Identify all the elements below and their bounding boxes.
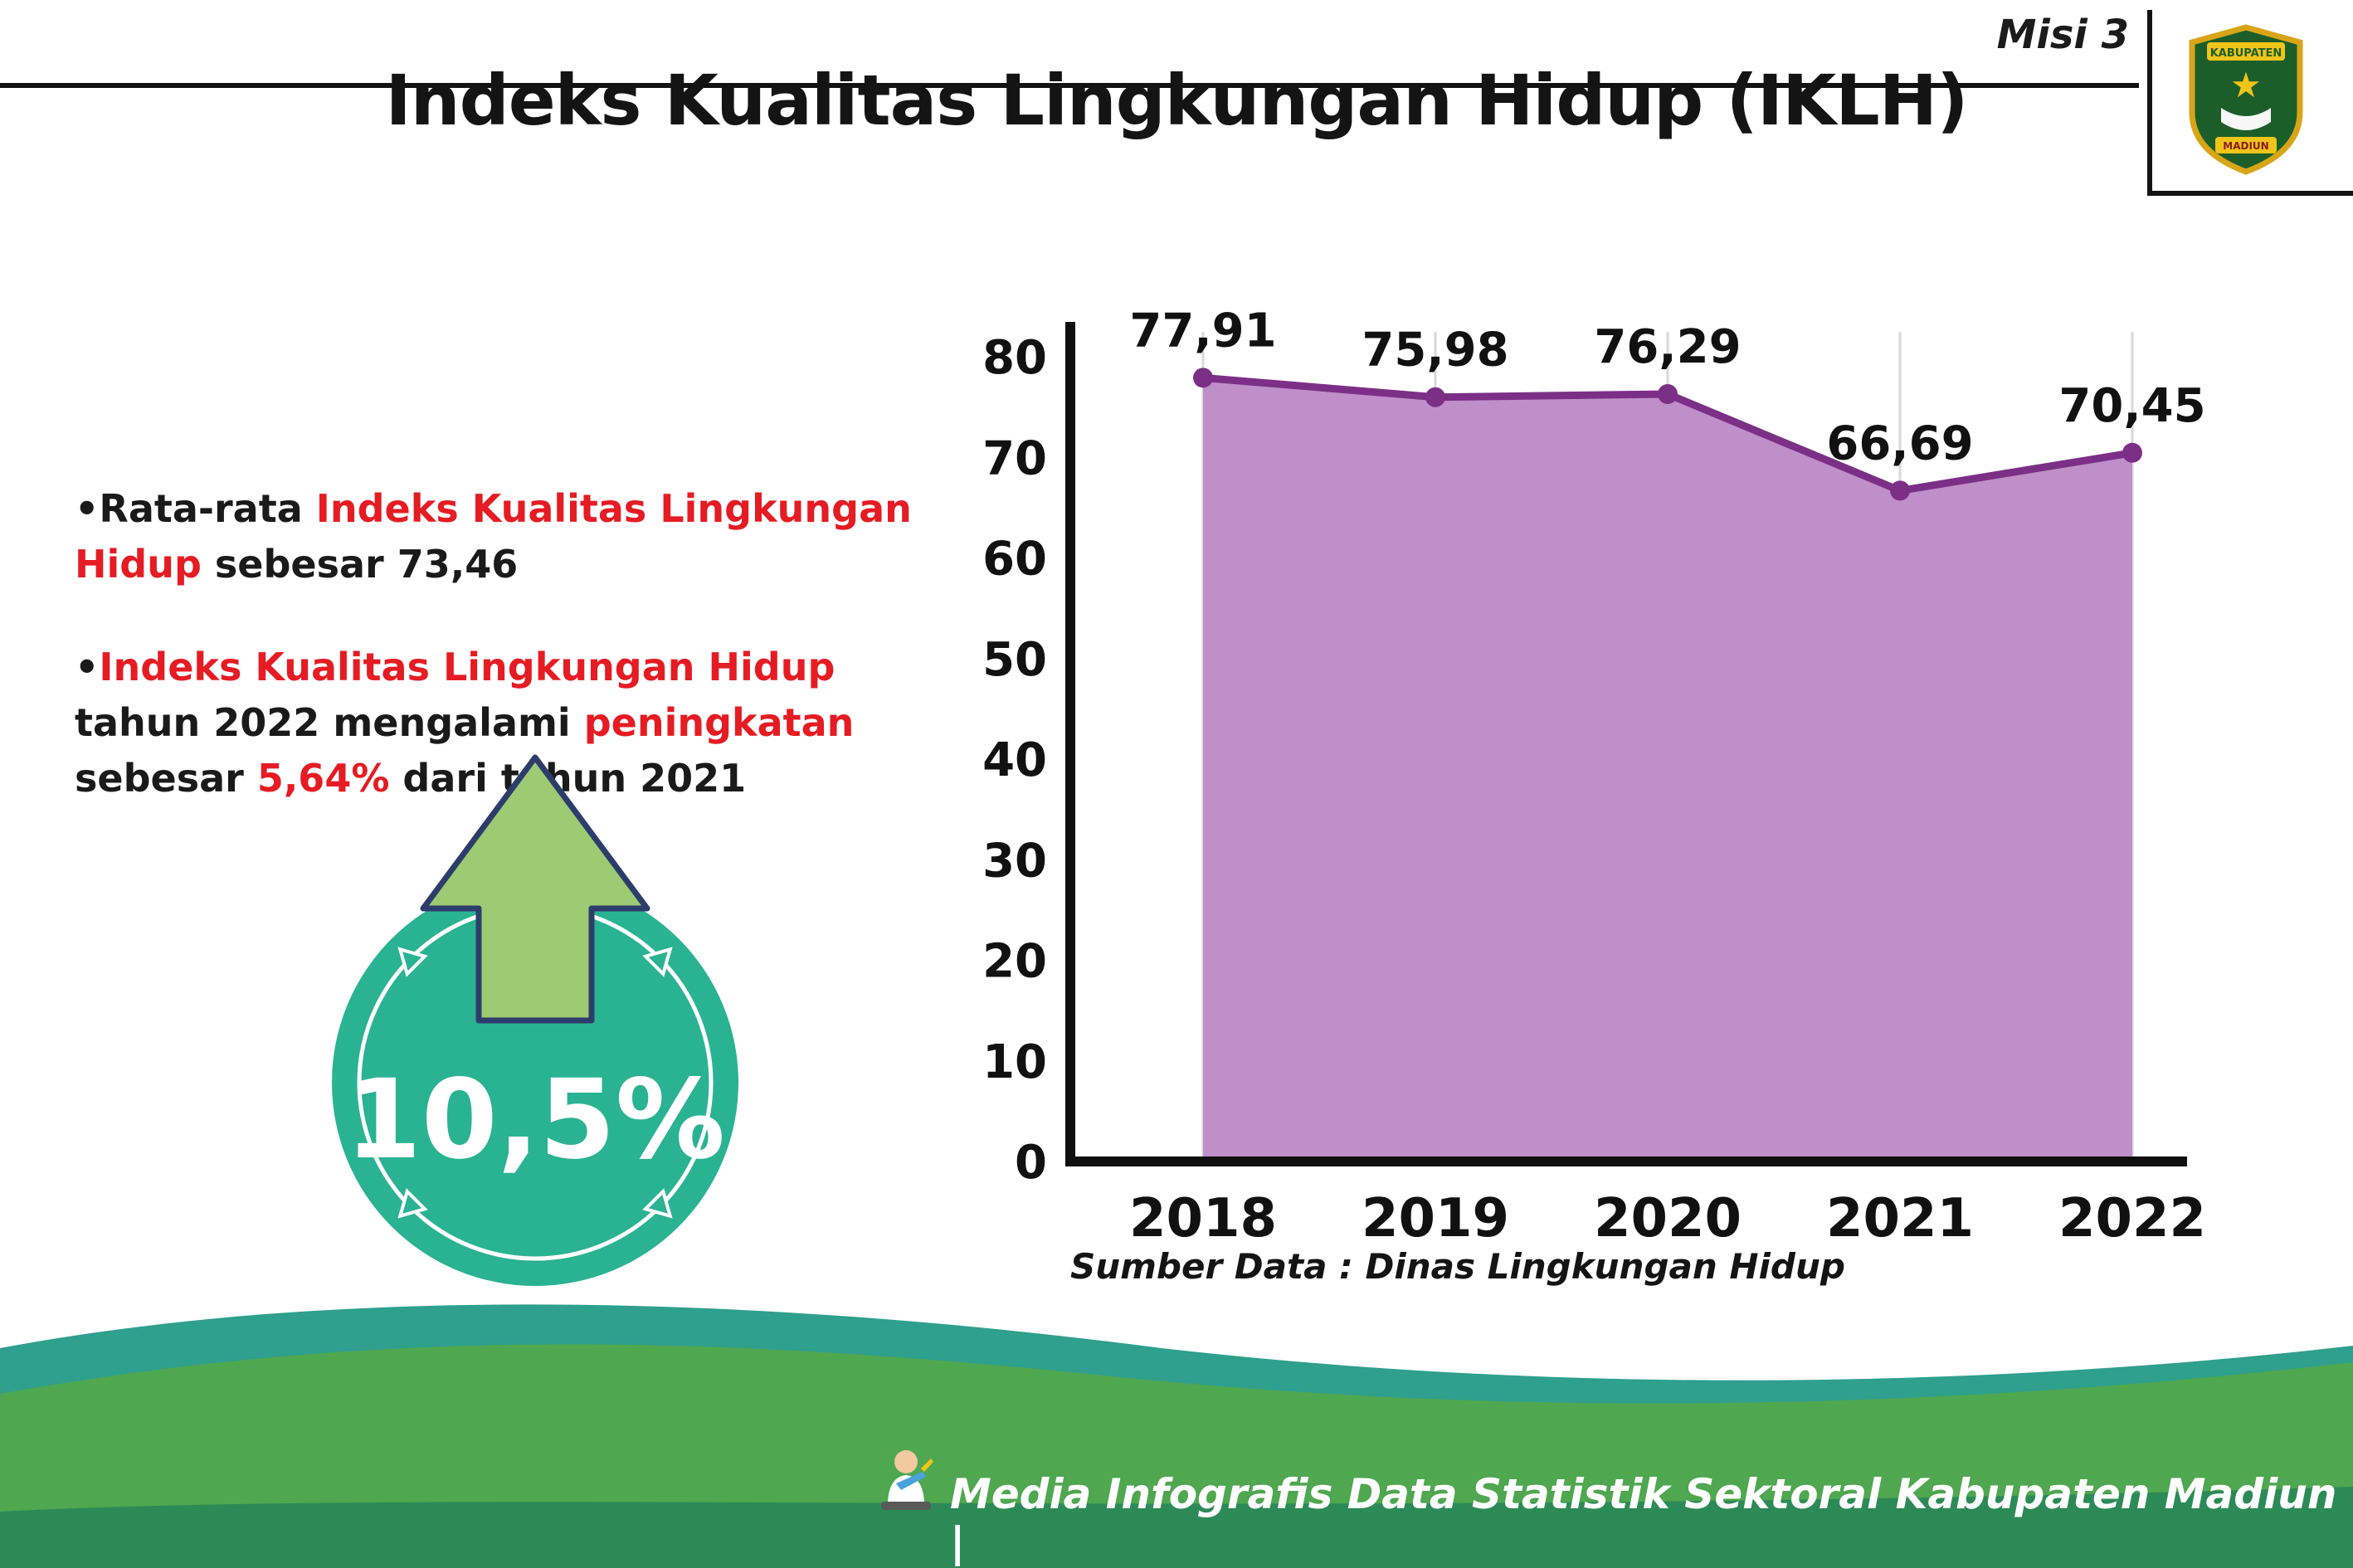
misi-label: Misi 3 bbox=[1996, 12, 2129, 58]
svg-text:MADIUN: MADIUN bbox=[2223, 140, 2268, 152]
bullet-marker: • bbox=[75, 486, 100, 531]
ring-tick-icon bbox=[397, 947, 428, 977]
page-title: Indeks Kualitas Lingkungan Hidup (IKLH) bbox=[385, 60, 1969, 141]
logo-frame-horizontal bbox=[2147, 191, 2353, 196]
bullet-marker: • bbox=[75, 645, 100, 690]
header-divider bbox=[0, 83, 2139, 88]
ring-tick-icon bbox=[642, 1188, 673, 1219]
svg-text:80: 80 bbox=[982, 331, 1047, 385]
svg-text:2021: 2021 bbox=[1826, 1188, 1974, 1249]
svg-text:60: 60 bbox=[982, 533, 1047, 587]
logo-frame-vertical bbox=[2147, 10, 2152, 196]
bullet2-red3: 5,64% bbox=[256, 755, 390, 801]
bullet1-red-text: Indeks Kualitas Lingkungan Hidup bbox=[75, 486, 912, 587]
svg-text:50: 50 bbox=[982, 633, 1047, 687]
wave-dark-band bbox=[0, 1487, 2353, 1568]
mascot-icon bbox=[881, 1450, 933, 1510]
up-arrow-icon bbox=[420, 754, 650, 1024]
source-note: Sumber Data : Dinas Lingkungan Hidup bbox=[1070, 1246, 1845, 1287]
increase-badge: 10,5% bbox=[303, 743, 767, 1307]
svg-text:66,69: 66,69 bbox=[1826, 416, 1973, 470]
svg-text:40: 40 bbox=[982, 733, 1047, 787]
bullet2-t1: tahun 2022 mengalami bbox=[75, 700, 584, 746]
bullet2-red1: Indeks Kualitas Lingkungan Hidup bbox=[99, 645, 835, 690]
bullet-increase-2022: •Indeks Kualitas Lingkungan Hidup tahun … bbox=[75, 640, 929, 806]
svg-text:75,98: 75,98 bbox=[1362, 324, 1508, 377]
svg-text:★: ★ bbox=[2230, 65, 2262, 105]
summary-bullets: •Rata-rata Indeks Kualitas Lingkungan Hi… bbox=[75, 481, 929, 806]
bullet-average-iklh: •Rata-rata Indeks Kualitas Lingkungan Hi… bbox=[75, 481, 929, 592]
iklh-area-chart: 0 10 20 30 40 50 60 70 80 2018 2019 2020 2021 2022 77,… bbox=[929, 282, 2273, 1286]
svg-text:2022: 2022 bbox=[2058, 1188, 2206, 1249]
ring-tick-icon bbox=[397, 1188, 428, 1219]
svg-text:77,91: 77,91 bbox=[1129, 304, 1276, 358]
svg-text:10: 10 bbox=[982, 1035, 1047, 1089]
footer-waves bbox=[0, 1304, 2353, 1568]
svg-text:70,45: 70,45 bbox=[2058, 379, 2205, 433]
bullet1-text-post: sebesar 73,46 bbox=[201, 541, 519, 587]
svg-text:0: 0 bbox=[1015, 1136, 1047, 1190]
svg-text:76,29: 76,29 bbox=[1594, 320, 1741, 374]
ring-tick-icon bbox=[642, 947, 673, 977]
bullet1-text: Rata-rata bbox=[99, 486, 316, 531]
bullet2-t3: dari tahun 2021 bbox=[389, 755, 747, 801]
kabupaten-madiun-logo: KABUPATEN ★ MADIUN bbox=[2167, 17, 2325, 183]
svg-text:2018: 2018 bbox=[1129, 1188, 1277, 1249]
svg-text:2019: 2019 bbox=[1362, 1188, 1509, 1249]
svg-text:30: 30 bbox=[982, 834, 1047, 888]
chart-canvas: 0 10 20 30 40 50 60 70 80 2018 2019 2020 2021 2022 77,… bbox=[982, 304, 2206, 1249]
badge-circle bbox=[332, 879, 738, 1286]
svg-text:20: 20 bbox=[982, 935, 1047, 989]
svg-text:KABUPATEN: KABUPATEN bbox=[2210, 47, 2282, 60]
svg-text:2020: 2020 bbox=[1594, 1188, 1742, 1249]
svg-text:70: 70 bbox=[982, 431, 1047, 485]
kabupaten-madiun-crest-icon: KABUPATEN ★ MADIUN bbox=[2189, 24, 2303, 175]
footer-caption: Media Infografis Data Statistik Sektoral… bbox=[950, 1470, 2337, 1566]
bullet2-red2: peningkatan bbox=[583, 700, 855, 746]
bullet2-t2: sebesar bbox=[75, 755, 257, 801]
badge-value: 10,5% bbox=[345, 1056, 725, 1184]
